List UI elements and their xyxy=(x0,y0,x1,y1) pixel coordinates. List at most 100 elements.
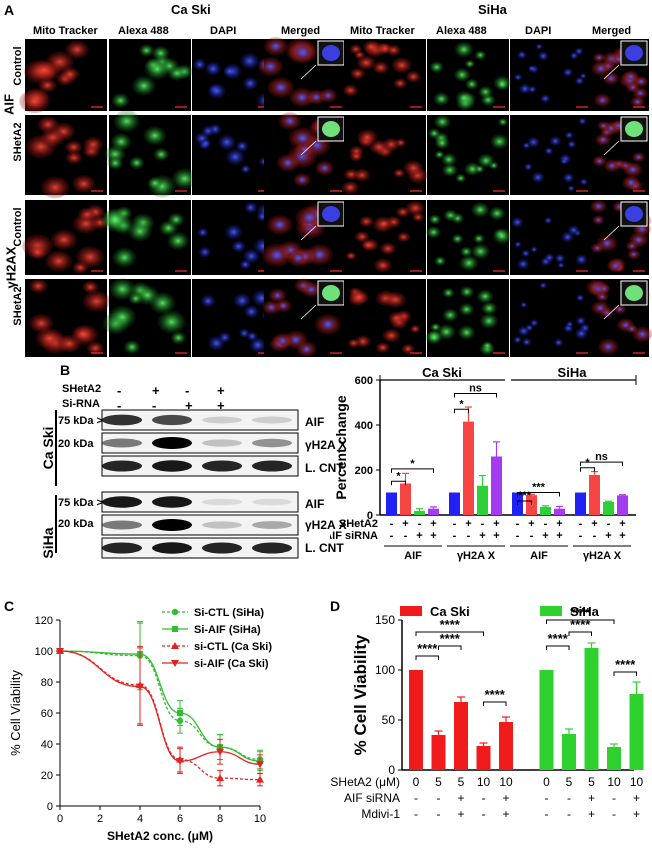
sig-label: **** xyxy=(485,687,506,702)
row-sign: - xyxy=(516,530,520,542)
row-sign: + xyxy=(479,530,485,542)
cell-mark xyxy=(153,147,170,161)
row-sign: + xyxy=(528,518,534,530)
cell-mark xyxy=(353,168,371,182)
cell-mark xyxy=(528,65,535,72)
row-sign: + xyxy=(493,518,499,530)
channel-header-merged-caski: Merged xyxy=(281,25,321,37)
blot-band xyxy=(252,460,292,472)
cell-mark xyxy=(110,133,132,151)
cell-mark xyxy=(167,65,186,81)
cell-mark xyxy=(233,293,251,309)
sig-label: **** xyxy=(570,605,591,620)
blot-band xyxy=(202,439,242,447)
x-sign: - xyxy=(414,807,418,821)
y-tick-label: 120 xyxy=(35,615,53,627)
sig-bracket xyxy=(454,408,469,414)
cell-mark xyxy=(157,310,186,334)
cell-mark xyxy=(598,96,608,105)
cell-mark xyxy=(460,246,473,257)
cell-mark xyxy=(575,316,586,326)
cell-mark xyxy=(576,294,585,302)
x-sign: + xyxy=(633,791,640,805)
cell-mark xyxy=(78,207,96,222)
cell-mark xyxy=(600,285,608,292)
cell-mark xyxy=(537,51,549,61)
cell-mark xyxy=(295,46,311,59)
cell-mark xyxy=(522,141,531,150)
bar xyxy=(603,501,614,515)
row-sign: - xyxy=(467,530,471,542)
cell-mark xyxy=(83,136,103,152)
band-label-aif-1: AIF xyxy=(305,415,325,429)
bar xyxy=(540,506,551,515)
y-tick-label: 50 xyxy=(382,713,396,727)
cell-mark xyxy=(433,114,451,129)
blot-band xyxy=(202,542,242,554)
blot-band xyxy=(152,437,192,449)
cell-mark xyxy=(434,137,450,150)
cell-mark xyxy=(32,60,57,80)
cell-mark xyxy=(349,44,362,54)
x-sign: - xyxy=(567,807,571,821)
data-point xyxy=(56,648,64,655)
sig-label: * xyxy=(585,457,590,469)
cell-mark xyxy=(410,324,421,333)
x-sign: - xyxy=(437,791,441,805)
cell-mark xyxy=(451,233,464,244)
cell-mark xyxy=(218,134,236,150)
band-label-lcnt-1: L. CNT xyxy=(305,461,344,475)
kda-label-1: 75 kDa > xyxy=(58,415,103,427)
cell-mark xyxy=(615,122,622,129)
cell-mark xyxy=(239,259,252,270)
cell-mark xyxy=(109,278,136,301)
row-sign: + xyxy=(542,530,548,542)
cell-mark xyxy=(514,241,522,248)
cell-mark xyxy=(606,74,616,83)
legend-label: si-AIF (Ca Ski) xyxy=(194,658,269,670)
x-sign: 10 xyxy=(477,775,491,789)
data-point xyxy=(136,683,144,691)
cell-mark xyxy=(193,58,207,71)
panel-c-letter: C xyxy=(4,598,15,614)
data-point xyxy=(256,775,264,783)
cell-mark xyxy=(311,92,322,102)
cell-mark xyxy=(396,206,410,218)
cell-mark xyxy=(477,153,495,168)
cell-mark xyxy=(481,301,498,315)
inset-pointer xyxy=(603,225,620,241)
cell-mark xyxy=(412,212,425,222)
bar xyxy=(491,456,502,515)
x-group-label: AIF xyxy=(404,550,422,562)
sig-bracket xyxy=(568,631,592,636)
x-sign: 10 xyxy=(630,775,644,789)
bar xyxy=(526,495,537,515)
cell-mark xyxy=(29,279,48,294)
cell-mark xyxy=(65,151,83,165)
y-tick-label: 40 xyxy=(41,739,53,751)
blot-sign: - xyxy=(185,383,190,398)
cell-mark xyxy=(496,79,508,90)
sig-bracket xyxy=(580,461,623,467)
sig-bracket xyxy=(546,645,570,650)
cell-mark xyxy=(41,176,70,199)
cell-mark xyxy=(544,253,555,263)
cell-mark xyxy=(535,43,543,50)
cell-mark xyxy=(167,212,185,227)
cell-mark xyxy=(299,145,310,154)
cell-mark xyxy=(349,289,369,305)
y-tick-label: 150 xyxy=(375,613,395,627)
blot-band xyxy=(152,519,192,531)
cell-mark xyxy=(240,164,251,174)
cell-mark xyxy=(301,210,318,225)
cell-mark xyxy=(476,289,494,304)
cell-mark xyxy=(61,67,80,82)
cell-mark xyxy=(382,137,400,151)
cell-mark xyxy=(465,59,475,68)
cell-mark xyxy=(482,341,493,351)
y-tick-label: 60 xyxy=(41,708,53,720)
cell-mark xyxy=(147,177,163,190)
cell-mark xyxy=(362,240,374,250)
data-point xyxy=(171,642,179,649)
